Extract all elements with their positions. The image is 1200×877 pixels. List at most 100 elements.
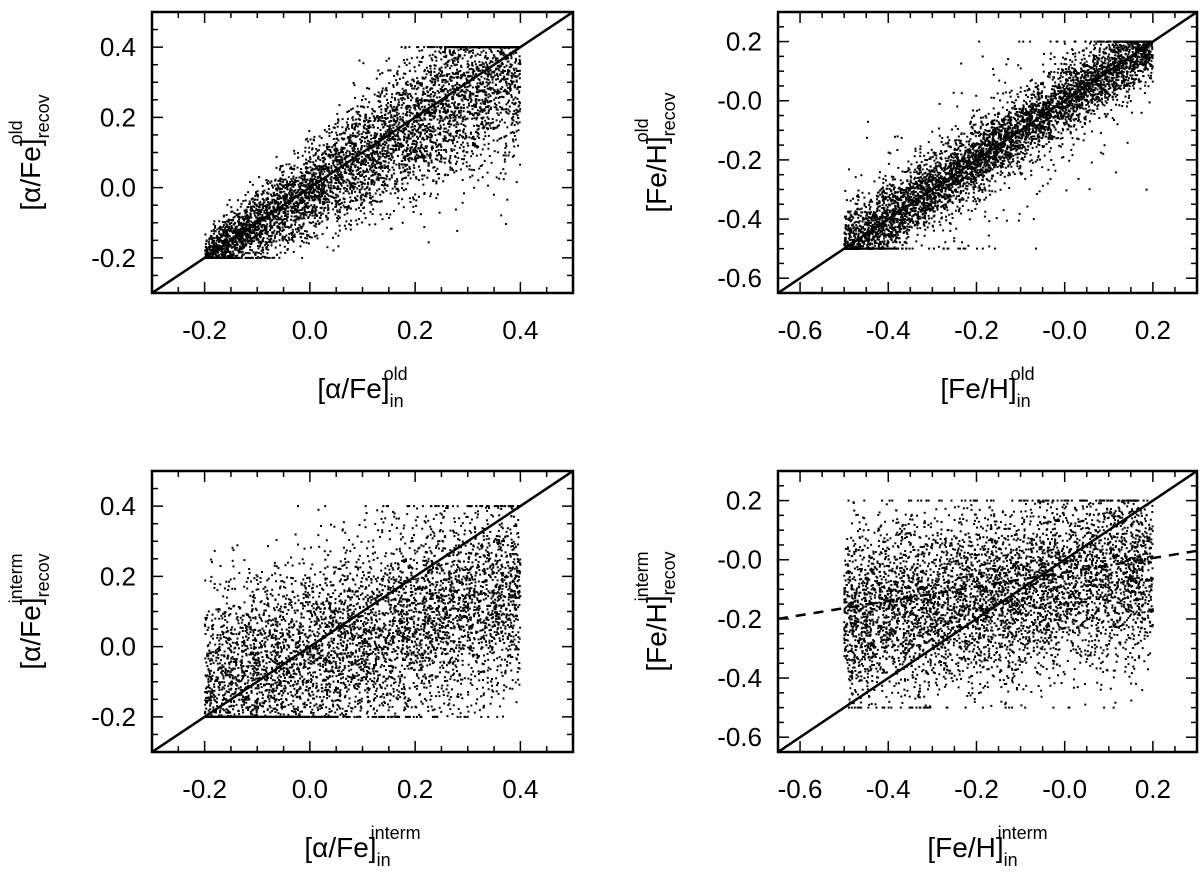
scatter-point xyxy=(380,144,383,147)
scatter-point xyxy=(453,105,456,108)
scatter-point xyxy=(505,78,507,81)
scatter-point xyxy=(461,179,464,181)
scatter-point xyxy=(361,136,364,139)
scatter-point xyxy=(431,46,434,49)
scatter-point xyxy=(229,256,232,259)
scatter-point xyxy=(426,136,429,139)
scatter-point xyxy=(290,178,293,181)
scatter-point xyxy=(254,195,257,197)
scatter-point xyxy=(413,119,416,122)
scatter-point xyxy=(249,248,252,251)
scatter-point xyxy=(518,60,521,63)
scatter-point xyxy=(213,220,216,223)
scatter-point xyxy=(445,111,448,114)
scatter-point xyxy=(365,195,368,198)
scatter-point xyxy=(258,176,261,179)
scatter-point xyxy=(247,191,250,194)
scatter-point xyxy=(249,234,252,237)
scatter-point xyxy=(221,235,224,238)
scatter-point xyxy=(442,51,445,53)
scatter-point xyxy=(293,211,295,214)
scatter-point xyxy=(359,115,362,118)
scatter-point xyxy=(482,66,485,69)
scatter-point xyxy=(504,88,507,91)
scatter-point xyxy=(479,69,481,72)
scatter-point xyxy=(420,101,423,104)
scatter-point xyxy=(428,170,430,172)
scatter-point xyxy=(449,168,452,171)
scatter-point xyxy=(437,177,440,180)
scatter-point xyxy=(349,145,352,147)
scatter-point xyxy=(485,112,488,115)
scatter-point xyxy=(435,108,438,111)
scatter-point xyxy=(465,151,468,154)
scatter-point xyxy=(468,168,471,171)
scatter-point xyxy=(393,109,395,111)
scatter-point xyxy=(390,119,393,122)
scatter-point xyxy=(431,147,434,150)
scatter-point xyxy=(379,93,382,96)
scatter-point xyxy=(351,107,354,110)
scatter-point xyxy=(494,90,497,93)
scatter-point xyxy=(329,189,332,192)
scatter-point xyxy=(351,162,353,165)
scatter-point xyxy=(257,251,260,254)
scatter-point xyxy=(517,70,520,72)
scatter-point xyxy=(335,175,338,177)
scatter-point xyxy=(338,162,341,165)
scatter-point xyxy=(299,171,302,174)
scatter-point xyxy=(464,95,467,98)
scatter-point xyxy=(419,84,422,87)
scatter-point xyxy=(469,74,472,77)
scatter-point xyxy=(315,214,318,216)
scatter-point xyxy=(470,150,473,153)
scatter-point xyxy=(482,100,485,103)
scatter-point xyxy=(471,152,474,155)
scatter-point xyxy=(275,166,278,169)
scatter-point xyxy=(266,201,269,204)
scatter-point xyxy=(403,121,405,124)
scatter-point xyxy=(434,78,437,81)
scatter-point xyxy=(386,129,389,132)
scatter-point xyxy=(363,176,365,179)
scatter-point xyxy=(410,84,412,87)
scatter-point xyxy=(429,139,432,142)
scatter-point xyxy=(368,117,371,120)
scatter-point xyxy=(332,144,335,147)
scatter-point xyxy=(370,183,373,186)
scatter-point xyxy=(358,118,361,121)
scatter-point xyxy=(327,166,330,169)
scatter-point xyxy=(446,75,449,77)
scatter-point xyxy=(217,244,220,247)
scatter-point xyxy=(273,216,276,219)
scatter-point xyxy=(327,184,330,187)
scatter-point xyxy=(450,123,453,126)
scatter-point xyxy=(444,66,447,69)
scatter-point xyxy=(228,237,231,240)
scatter-point xyxy=(405,176,407,179)
scatter-point xyxy=(396,180,399,183)
scatter-point xyxy=(392,84,395,87)
scatter-point xyxy=(388,121,391,123)
scatter-point xyxy=(340,160,343,163)
scatter-point xyxy=(279,217,282,220)
scatter-point xyxy=(424,132,427,135)
scatter-point xyxy=(236,237,239,240)
scatter-point xyxy=(379,176,382,179)
scatter-point xyxy=(355,198,358,201)
scatter-point xyxy=(294,179,296,182)
scatter-point xyxy=(316,150,319,152)
scatter-point xyxy=(454,57,457,60)
scatter-point xyxy=(363,145,366,148)
scatter-point xyxy=(468,136,471,139)
scatter-point xyxy=(492,126,495,129)
scatter-point xyxy=(424,127,427,130)
scatter-point xyxy=(283,178,286,181)
scatter-point xyxy=(417,80,420,83)
scatter-point xyxy=(261,215,264,218)
scatter-point xyxy=(287,236,290,239)
scatter-point xyxy=(306,237,309,240)
scatter-point xyxy=(499,105,502,108)
scatter-point xyxy=(265,246,268,249)
scatter-point xyxy=(456,132,459,135)
